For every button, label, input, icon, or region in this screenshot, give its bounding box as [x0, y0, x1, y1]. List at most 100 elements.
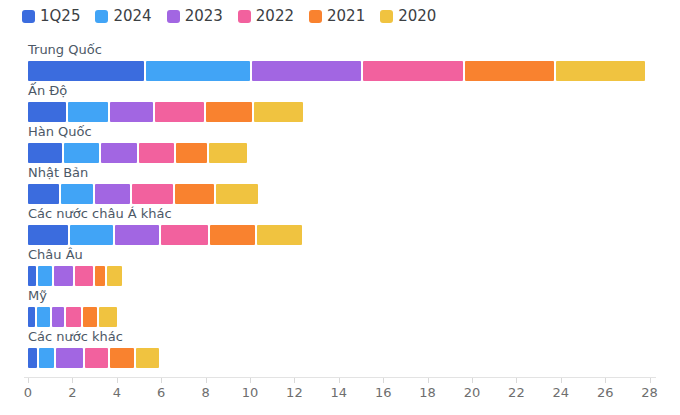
x-axis-tick: [250, 378, 251, 383]
bar-segment-2023[interactable]: [52, 307, 63, 327]
bar-segment-2023[interactable]: [110, 102, 152, 122]
legend-item-2022[interactable]: 2022: [238, 9, 294, 24]
x-axis-tick-label: 6: [146, 385, 176, 400]
bar-segment-2020[interactable]: [99, 307, 117, 327]
stacked-bar-chart: 1Q2520242023202220212020 Trung QuốcẤn Độ…: [0, 0, 680, 415]
legend-item-2021[interactable]: 2021: [309, 9, 365, 24]
x-axis-tick: [650, 378, 651, 383]
x-axis-tick: [516, 378, 517, 383]
bar-segment-1Q25[interactable]: [28, 61, 144, 81]
bar-row: Các nước châu Á khác: [0, 206, 680, 247]
bar-segment-2023[interactable]: [101, 143, 137, 163]
bar-segment-2021[interactable]: [95, 266, 105, 286]
bar-segment-2020[interactable]: [209, 143, 247, 163]
x-axis-tick-label: 22: [501, 385, 531, 400]
bar-segment-1Q25[interactable]: [28, 184, 59, 204]
bar-segment-2021[interactable]: [110, 348, 134, 368]
bar-segment-2023[interactable]: [95, 184, 131, 204]
bar-segment-2022[interactable]: [155, 102, 204, 122]
bar-segment-1Q25[interactable]: [28, 348, 37, 368]
legend-item-1Q25[interactable]: 1Q25: [22, 9, 80, 24]
legend-label: 2022: [256, 9, 294, 24]
bar-segment-2021[interactable]: [83, 307, 97, 327]
bar-segment-2022[interactable]: [139, 143, 174, 163]
bar-segment-2022[interactable]: [161, 225, 208, 245]
bar-segment-2023[interactable]: [56, 348, 83, 368]
bar-segment-2023[interactable]: [54, 266, 73, 286]
x-axis-tick-label: 10: [235, 385, 265, 400]
legend-label: 1Q25: [40, 9, 80, 24]
bar-segment-2021[interactable]: [206, 102, 253, 122]
bar-segment-2020[interactable]: [257, 225, 303, 245]
category-label: Mỹ: [28, 288, 47, 304]
bar-segment-2021[interactable]: [465, 61, 554, 81]
legend-item-2024[interactable]: 2024: [95, 9, 151, 24]
legend-label: 2021: [327, 9, 365, 24]
category-label: Hàn Quốc: [28, 124, 92, 140]
x-axis-tick: [117, 378, 118, 383]
bar-segment-1Q25[interactable]: [28, 102, 66, 122]
bar-row: Hàn Quốc: [0, 124, 680, 165]
legend-swatch-icon: [238, 10, 251, 23]
bar-segment-2024[interactable]: [39, 348, 54, 368]
x-axis-tick-label: 18: [413, 385, 443, 400]
bar-segment-1Q25[interactable]: [28, 143, 62, 163]
bar-segment-2022[interactable]: [363, 61, 463, 81]
x-axis-tick: [383, 378, 384, 383]
bar-row: Các nước khác: [0, 329, 680, 370]
x-axis-tick: [206, 378, 207, 383]
x-axis-tick: [339, 378, 340, 383]
bar-segment-2024[interactable]: [38, 266, 52, 286]
bar-segment-2020[interactable]: [107, 266, 123, 286]
x-axis-tick-label: 14: [324, 385, 354, 400]
bar-segment-2024[interactable]: [146, 61, 251, 81]
x-axis-tick: [161, 378, 162, 383]
stacked-bar: [28, 143, 247, 163]
bar-segment-2022[interactable]: [66, 307, 82, 327]
bar-segment-2020[interactable]: [254, 102, 303, 122]
stacked-bar: [28, 307, 117, 327]
x-axis-tick-label: 26: [590, 385, 620, 400]
bar-row: Mỹ: [0, 288, 680, 329]
bar-segment-2022[interactable]: [132, 184, 172, 204]
category-label: Các nước khác: [28, 329, 123, 345]
bar-segment-2020[interactable]: [216, 184, 258, 204]
x-axis-tick: [605, 378, 606, 383]
bar-segment-2020[interactable]: [136, 348, 159, 368]
bar-segment-2024[interactable]: [68, 102, 108, 122]
legend-item-2020[interactable]: 2020: [380, 9, 436, 24]
bar-segment-2022[interactable]: [85, 348, 109, 368]
x-axis-tick: [72, 378, 73, 383]
bar-segment-2024[interactable]: [61, 184, 92, 204]
x-axis-tick-label: 20: [457, 385, 487, 400]
x-axis-tick: [428, 378, 429, 383]
bar-segment-2022[interactable]: [75, 266, 93, 286]
stacked-bar: [28, 102, 303, 122]
bar-segment-1Q25[interactable]: [28, 225, 68, 245]
legend-swatch-icon: [380, 10, 393, 23]
legend-item-2023[interactable]: 2023: [167, 9, 223, 24]
legend-swatch-icon: [22, 10, 35, 23]
stacked-bar: [28, 61, 645, 81]
x-axis-tick-label: 28: [635, 385, 665, 400]
bar-segment-2023[interactable]: [252, 61, 361, 81]
bar-segment-1Q25[interactable]: [28, 307, 35, 327]
legend-swatch-icon: [95, 10, 108, 23]
bar-segment-1Q25[interactable]: [28, 266, 36, 286]
bar-segment-2024[interactable]: [64, 143, 100, 163]
bar-segment-2021[interactable]: [210, 225, 255, 245]
bar-segment-2024[interactable]: [70, 225, 112, 245]
bar-segment-2021[interactable]: [176, 143, 207, 163]
bar-segment-2024[interactable]: [37, 307, 51, 327]
x-axis: 0246810121416182022242628: [0, 377, 680, 415]
x-axis-tick: [294, 378, 295, 383]
x-axis-tick-label: 0: [13, 385, 43, 400]
category-label: Nhật Bản: [28, 165, 88, 181]
bar-segment-2023[interactable]: [115, 225, 160, 245]
stacked-bar: [28, 266, 122, 286]
bar-row: Trung Quốc: [0, 42, 680, 83]
bar-segment-2021[interactable]: [175, 184, 214, 204]
category-label: Các nước châu Á khác: [28, 206, 172, 222]
bar-segment-2020[interactable]: [556, 61, 645, 81]
bar-row: Châu Âu: [0, 247, 680, 288]
